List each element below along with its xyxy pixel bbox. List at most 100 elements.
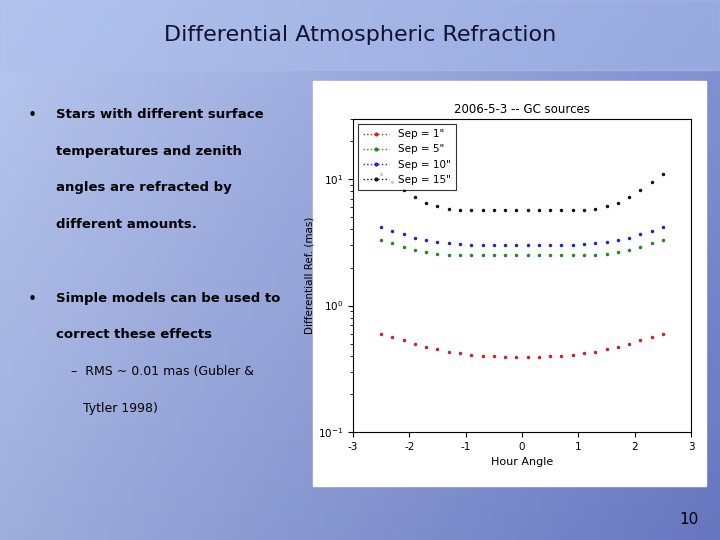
Bar [12, 216, 24, 225]
Bar [648, 252, 660, 261]
Bar [516, 18, 528, 27]
Bar [48, 108, 60, 117]
Sep = 15" [625, 194, 634, 200]
Bar [36, 423, 48, 432]
Bar [96, 135, 108, 144]
Sep = 5" [647, 240, 656, 247]
Bar [252, 180, 264, 189]
Bar [408, 513, 420, 522]
Bar [0, 459, 12, 468]
Bar [372, 162, 384, 171]
Bar [300, 387, 312, 396]
Bar [72, 99, 84, 108]
Bar [444, 324, 456, 333]
Bar [708, 45, 720, 54]
Bar [468, 459, 480, 468]
Bar [672, 531, 684, 540]
Bar [708, 18, 720, 27]
Bar [288, 189, 300, 198]
Bar [36, 18, 48, 27]
Bar [108, 81, 120, 90]
Bar [240, 405, 252, 414]
Bar [384, 135, 396, 144]
Bar [300, 153, 312, 162]
Bar [396, 63, 408, 72]
Bar [204, 144, 216, 153]
Bar [228, 27, 240, 36]
Bar [12, 54, 24, 63]
Bar [300, 162, 312, 171]
Bar [576, 387, 588, 396]
Bar [48, 36, 60, 45]
Bar [348, 279, 360, 288]
Bar [612, 522, 624, 531]
Bar [672, 387, 684, 396]
Bar [708, 27, 720, 36]
Bar [0, 216, 12, 225]
Bar [384, 216, 396, 225]
Bar [612, 243, 624, 252]
Bar [504, 198, 516, 207]
Bar [408, 360, 420, 369]
Bar [180, 396, 192, 405]
Bar [48, 414, 60, 423]
Bar [168, 135, 180, 144]
Bar [624, 45, 636, 54]
Bar [300, 324, 312, 333]
Bar [444, 279, 456, 288]
Bar [336, 216, 348, 225]
Bar [660, 144, 672, 153]
Bar [252, 45, 264, 54]
Bar [12, 0, 24, 9]
Bar [408, 216, 420, 225]
Bar [192, 414, 204, 423]
Bar [492, 0, 504, 9]
Bar [540, 396, 552, 405]
Bar [708, 486, 720, 495]
Bar [48, 522, 60, 531]
Bar [612, 324, 624, 333]
Bar [156, 315, 168, 324]
Bar [564, 288, 576, 297]
Bar [396, 486, 408, 495]
Bar [276, 225, 288, 234]
Bar [528, 414, 540, 423]
Sep = 10" [613, 237, 622, 243]
Bar [600, 405, 612, 414]
Bar [360, 63, 372, 72]
Bar [396, 207, 408, 216]
Sep = 5" [580, 252, 588, 258]
Bar [492, 423, 504, 432]
Bar [300, 450, 312, 459]
Bar [636, 297, 648, 306]
Bar [660, 243, 672, 252]
Bar [312, 306, 324, 315]
Bar [312, 513, 324, 522]
Bar [312, 459, 324, 468]
Bar [480, 306, 492, 315]
Bar [564, 396, 576, 405]
Bar [552, 117, 564, 126]
Bar [612, 108, 624, 117]
Bar [36, 522, 48, 531]
Bar [132, 450, 144, 459]
Bar [216, 396, 228, 405]
Bar [660, 279, 672, 288]
Bar [540, 459, 552, 468]
Bar [84, 306, 96, 315]
Bar [528, 495, 540, 504]
Bar [492, 495, 504, 504]
Bar [504, 117, 516, 126]
Bar [432, 468, 444, 477]
Bar [384, 18, 396, 27]
Bar [348, 63, 360, 72]
Bar [468, 171, 480, 180]
Bar [576, 351, 588, 360]
Bar [636, 81, 648, 90]
Bar [504, 45, 516, 54]
Bar [156, 144, 168, 153]
Bar [132, 378, 144, 387]
Bar [216, 477, 228, 486]
Bar [72, 135, 84, 144]
Bar [192, 18, 204, 27]
